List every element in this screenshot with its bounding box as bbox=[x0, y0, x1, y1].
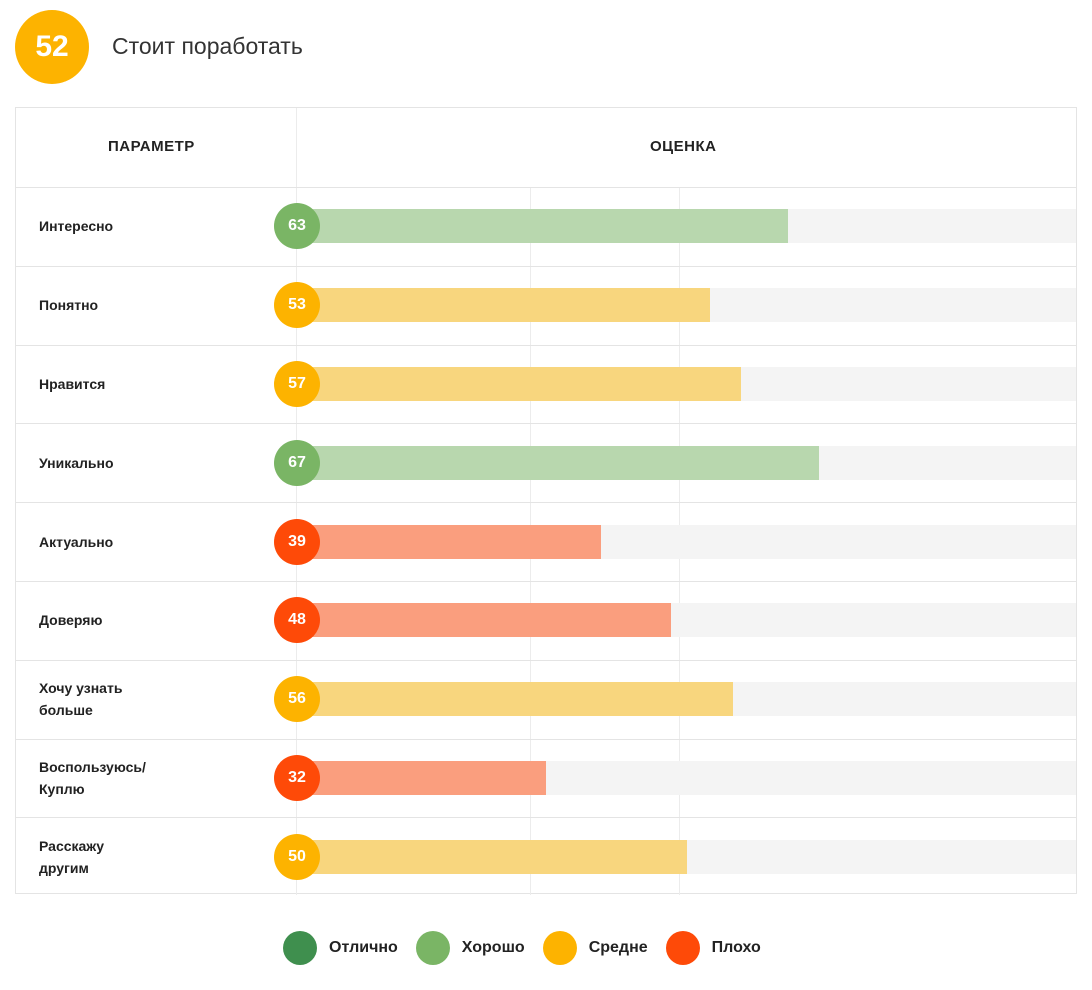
value-badge: 53 bbox=[274, 282, 320, 329]
bar bbox=[297, 682, 734, 717]
parameter-label: Хочу узнать больше bbox=[39, 680, 123, 719]
row-divider bbox=[16, 423, 1076, 425]
parameter-label: Воспользуюсь/ Куплю bbox=[39, 759, 146, 797]
bar bbox=[297, 445, 819, 480]
overall-verdict: Стоит поработать bbox=[112, 33, 303, 59]
parameter-label: Интересно bbox=[39, 218, 114, 235]
score-table: ПАРАМЕТР ОЦЕНКА Интересно 63 Понятно 53 Нрав… bbox=[15, 107, 1077, 895]
value-badge: 56 bbox=[274, 676, 320, 723]
overall-score-badge: 52 bbox=[15, 10, 89, 84]
row-divider bbox=[16, 659, 1076, 661]
legend-item: Хорошо bbox=[415, 931, 525, 965]
parameter-label: Уникально bbox=[39, 454, 114, 471]
legend-swatch bbox=[415, 931, 450, 965]
row-divider bbox=[16, 344, 1076, 346]
column-header-parameter: ПАРАМЕТР bbox=[108, 138, 195, 155]
value-badge: 57 bbox=[274, 361, 320, 407]
parameter-label: Доверяю bbox=[39, 612, 103, 629]
legend-label: Плохо bbox=[711, 939, 761, 956]
legend-label: Хорошо bbox=[461, 939, 525, 956]
parameter-label: Нравится bbox=[39, 376, 106, 392]
value-badge: 48 bbox=[274, 597, 320, 644]
parameter-label: Актуально bbox=[39, 533, 114, 550]
grid-line bbox=[296, 108, 297, 895]
bar bbox=[297, 209, 788, 244]
legend-swatch bbox=[542, 931, 577, 965]
legend-item: Плохо bbox=[665, 931, 761, 965]
bar bbox=[297, 524, 601, 559]
legend: Отлично Хорошо Средне Плохо bbox=[283, 930, 779, 966]
bar bbox=[297, 367, 742, 401]
value-badge: 39 bbox=[274, 518, 320, 565]
row-divider bbox=[16, 817, 1076, 819]
bar bbox=[297, 761, 547, 795]
row-divider bbox=[16, 187, 1076, 188]
value-badge: 63 bbox=[274, 203, 320, 250]
column-header-score: ОЦЕНКА bbox=[650, 138, 717, 155]
legend-label: Отлично bbox=[329, 939, 398, 956]
legend-swatch bbox=[665, 931, 700, 965]
legend-item: Отлично bbox=[283, 931, 398, 965]
legend-label: Средне bbox=[588, 939, 648, 956]
parameter-label: Понятно bbox=[39, 297, 99, 314]
bar bbox=[297, 288, 710, 323]
bar bbox=[297, 603, 671, 638]
row-divider bbox=[16, 265, 1076, 267]
row-divider bbox=[16, 738, 1076, 740]
legend-item: Средне bbox=[542, 931, 648, 965]
parameter-label: Расскажу другим bbox=[39, 837, 105, 876]
value-badge: 67 bbox=[274, 439, 320, 486]
row-divider bbox=[16, 502, 1076, 504]
row-divider bbox=[16, 581, 1076, 582]
bar bbox=[297, 839, 687, 874]
value-badge: 32 bbox=[274, 755, 320, 801]
value-badge: 50 bbox=[274, 833, 320, 880]
legend-swatch bbox=[283, 931, 317, 965]
